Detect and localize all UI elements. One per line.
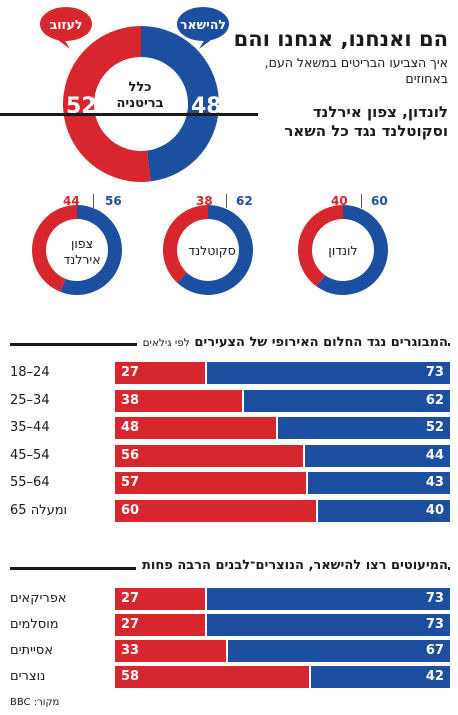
minority-title: המיעוטים רצו להישאר, הנוצרים־לבנים הרבה …	[136, 558, 448, 573]
region-ni-stay-slice	[60, 205, 122, 295]
age-leave-bar: 48	[115, 417, 276, 440]
region-ni-leave-slice	[31, 205, 77, 292]
minority-row-label: אסייתים	[10, 643, 54, 658]
minority-stay-bar: 73	[207, 588, 450, 610]
age-title-small: לפי גילאים	[142, 337, 190, 349]
age-leave-bar: 57	[115, 472, 306, 495]
age-row: 55–64 57 43	[0, 472, 458, 495]
uk-donut-label: כלל בריטניה	[95, 80, 185, 113]
minority-stay-bar: 73	[207, 614, 450, 636]
age-stay-bar: 40	[318, 500, 450, 522]
region-label-ni: צפון אירלנד	[47, 236, 117, 267]
age-leave-bar: 60	[115, 500, 316, 522]
age-title-main: המבוגרים נגד החלום האירופי של הצעירים	[194, 335, 448, 350]
region-label-london-line1: לונדון	[328, 243, 358, 258]
region-scotland-leave-slice	[162, 205, 208, 283]
london-separator	[361, 194, 362, 208]
page-title: הם ואנחנו, אנחנו והם	[233, 27, 448, 51]
age-stay-bar: 44	[304, 444, 450, 467]
age-leave-bar: 56	[115, 444, 303, 467]
age-row-label: 18–24	[10, 365, 50, 380]
minority-leave-bar: 27	[115, 588, 206, 610]
age-row-label: 25–34	[10, 392, 50, 408]
age-stay-bar: 52	[277, 417, 450, 440]
regions-title: לונדון, צפון אירלנד וסקוטלנד נגד כל השאר	[284, 103, 448, 140]
minority-row-label: מוסלמים	[10, 617, 59, 632]
minority-row-label: אפריקאים	[10, 591, 67, 606]
age-row: 65 ומעלה 60 40	[0, 500, 458, 522]
scotland-stay-value: 62	[236, 194, 253, 208]
scotland-leave-value: 38	[196, 194, 213, 208]
stay-bubble: להישאר	[175, 5, 231, 49]
stay-bubble-shape	[175, 5, 231, 49]
age-row-label: 55–64	[10, 475, 50, 491]
age-stay-bar: 73	[207, 362, 450, 384]
minority-row: אפריקאים 27 73	[0, 588, 458, 610]
leave-bubble: לעזוב	[38, 5, 94, 49]
leave-bubble-shape	[38, 5, 94, 49]
ni-separator	[93, 194, 94, 208]
uk-donut-label-line1: כלל	[128, 80, 152, 95]
region-scotland-stay-slice	[177, 205, 253, 295]
minority-stay-bar: 67	[227, 640, 450, 662]
page-subtitle: איך הצביעו הבריטים במשאל העם, באחוזים	[264, 55, 448, 86]
uk-leave-slice	[63, 26, 151, 183]
age-row-label: 45–54	[10, 447, 50, 463]
regions-donuts	[31, 205, 388, 295]
age-row: 25–34 38 62	[0, 389, 458, 412]
age-stay-bar: 43	[307, 472, 450, 495]
age-row-label: 65 ומעלה	[10, 503, 68, 518]
minority-row: נוצרים 58 42	[0, 666, 458, 688]
region-label-scotland-line1: סקוטלנד	[188, 243, 236, 258]
minority-leave-bar: 27	[115, 614, 206, 636]
uk-stay-slice	[141, 26, 220, 182]
london-leave-value: 40	[331, 194, 348, 208]
minority-leave-bar: 33	[115, 640, 226, 662]
ni-leave-value: 44	[63, 194, 80, 208]
age-row: 45–54 56 44	[0, 444, 458, 467]
minority-row: אסייתים 33 67	[0, 640, 458, 662]
region-label-london: לונדון	[313, 243, 373, 259]
age-leave-bar: 38	[115, 389, 243, 412]
age-row: 35–44 48 52	[0, 417, 458, 440]
ni-stay-value: 56	[105, 194, 122, 208]
scotland-separator	[226, 194, 227, 208]
age-stay-bar: 62	[244, 389, 450, 412]
region-label-ni-line1: צפון	[70, 236, 94, 251]
age-row: 18–24 27 73	[0, 362, 458, 384]
region-label-ni-line2: אירלנד	[63, 251, 101, 267]
minority-leave-bar: 58	[115, 666, 310, 688]
london-stay-value: 60	[371, 194, 388, 208]
age-row-label: 35–44	[10, 420, 50, 436]
region-label-scotland: סקוטלנד	[177, 243, 247, 259]
region-london-leave-slice	[298, 205, 343, 287]
region-london-stay-slice	[316, 205, 388, 295]
age-leave-bar: 27	[115, 362, 206, 384]
minority-stay-bar: 42	[311, 666, 450, 688]
uk-donut-chart	[63, 26, 220, 183]
age-title: המבוגרים נגד החלום האירופי של הצעירים לפ…	[136, 335, 448, 350]
regions-divider	[0, 113, 258, 116]
source-note: מקור: BBC	[10, 697, 60, 708]
minority-row-label: נוצרים	[10, 669, 46, 684]
leave-bubble-label: לעזוב	[49, 17, 83, 32]
uk-donut-label-line2: בריטניה	[116, 96, 164, 112]
stay-bubble-label: להישאר	[180, 17, 226, 32]
minority-row: מוסלמים 27 73	[0, 614, 458, 636]
